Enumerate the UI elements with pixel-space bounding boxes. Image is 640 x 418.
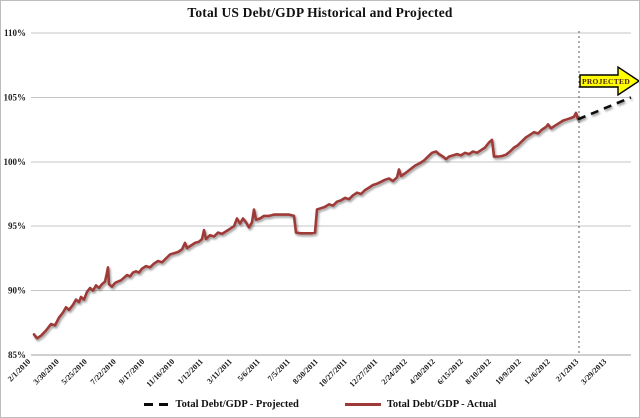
chart-title: Total US Debt/GDP Historical and Project… xyxy=(187,5,453,20)
legend-item-actual: Total Debt/GDP - Actual xyxy=(344,399,497,410)
projected-arrow-label: PROJECTED xyxy=(582,77,630,86)
x-axis-label: 9/17/2010 xyxy=(117,357,146,386)
x-axis-label: 5/25/2010 xyxy=(60,357,89,386)
legend-projected-label: Total Debt/GDP - Projected xyxy=(175,399,299,410)
y-axis-label: 110% xyxy=(4,28,26,38)
x-axis-label: 1/12/2011 xyxy=(176,357,205,386)
projected-arrow-shape xyxy=(579,65,639,97)
x-axis-label: 11/16/2010 xyxy=(145,357,177,389)
x-axis-label: 12/27/2011 xyxy=(348,357,380,389)
x-axis-label: 6/15/2012 xyxy=(436,357,465,386)
x-axis-label: 3/30/2010 xyxy=(32,357,61,386)
x-axis-label: 8/30/2011 xyxy=(291,357,320,386)
x-axis-label: 10/9/2012 xyxy=(494,357,523,386)
y-axis-label: 105% xyxy=(4,92,27,102)
y-axis-label: 100% xyxy=(4,157,27,167)
x-axis-label: 3/11/2011 xyxy=(205,357,234,386)
series-projected-line xyxy=(577,96,632,121)
x-axis-label: 2/1/2013 xyxy=(554,357,580,383)
x-axis-label: 7/22/2010 xyxy=(89,357,118,386)
legend-projected-line-sample xyxy=(143,403,170,406)
x-axis-label: 10/27/2011 xyxy=(317,357,349,389)
y-axis-label: 85% xyxy=(8,350,26,360)
x-axis-label: 7/5/2011 xyxy=(266,357,292,383)
x-axis-label: 3/29/2013 xyxy=(579,357,608,386)
legend: Total Debt/GDP - Projected Total Debt/GD… xyxy=(1,399,639,410)
legend-actual-line-sample xyxy=(344,403,381,406)
y-axis-label: 90% xyxy=(8,286,26,296)
x-axis-label: 8/10/2012 xyxy=(464,357,493,386)
projected-arrow: PROJECTED xyxy=(579,65,639,97)
x-axis-label: 5/6/2011 xyxy=(236,357,262,383)
y-axis-label: 95% xyxy=(8,221,26,231)
x-axis-label: 2/1/2010 xyxy=(6,357,32,383)
x-axis-label: 4/20/2012 xyxy=(408,357,437,386)
x-axis-label: 12/6/2012 xyxy=(523,357,552,386)
legend-actual-label: Total Debt/GDP - Actual xyxy=(386,399,497,410)
series-actual-line xyxy=(32,111,580,340)
legend-item-projected: Total Debt/GDP - Projected xyxy=(143,399,299,410)
x-axis-label: 2/24/2012 xyxy=(380,357,409,386)
